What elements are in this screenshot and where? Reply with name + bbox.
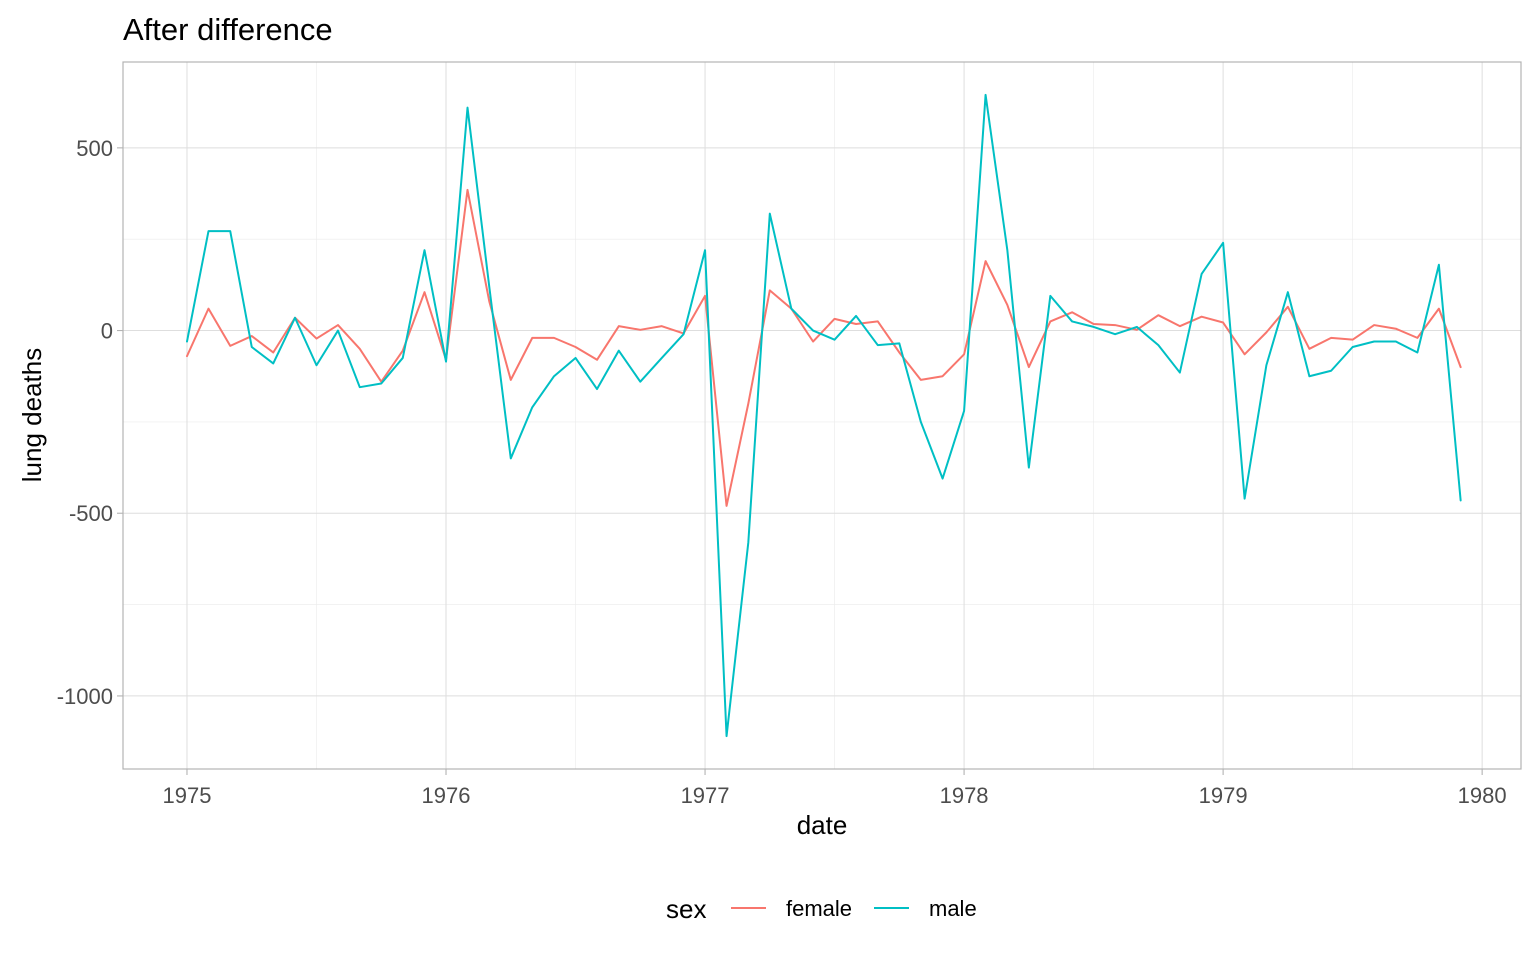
x-tick-label: 1977 bbox=[681, 783, 730, 808]
x-axis-title: date bbox=[797, 810, 848, 840]
chart-title: After difference bbox=[123, 12, 333, 47]
y-tick-label: -1000 bbox=[57, 684, 113, 709]
axis-ticks: 1975 1976 1977 1978 1979 1980 -1000 -500 0 500 bbox=[57, 136, 1507, 808]
y-tick-label: 0 bbox=[101, 319, 113, 344]
y-tick-label: 500 bbox=[76, 136, 113, 161]
series-line-female bbox=[185, 188, 1462, 507]
x-tick-label: 1976 bbox=[422, 783, 471, 808]
x-tick-label: 1980 bbox=[1458, 783, 1507, 808]
legend-label-female: female bbox=[786, 896, 852, 921]
legend-label-male: male bbox=[929, 896, 977, 921]
series-layer bbox=[185, 93, 1462, 738]
legend-title: sex bbox=[666, 894, 706, 924]
series-line-male bbox=[185, 93, 1462, 738]
x-tick-label: 1975 bbox=[163, 783, 212, 808]
legend-items: female male bbox=[731, 896, 977, 921]
grid-layer bbox=[123, 62, 1521, 769]
y-tick-label: -500 bbox=[69, 501, 113, 526]
legend: sex female male bbox=[666, 894, 977, 924]
y-axis-title: lung deaths bbox=[17, 348, 47, 482]
x-tick-label: 1979 bbox=[1199, 783, 1248, 808]
x-tick-label: 1978 bbox=[940, 783, 989, 808]
plot-panel-border bbox=[122, 61, 1522, 770]
